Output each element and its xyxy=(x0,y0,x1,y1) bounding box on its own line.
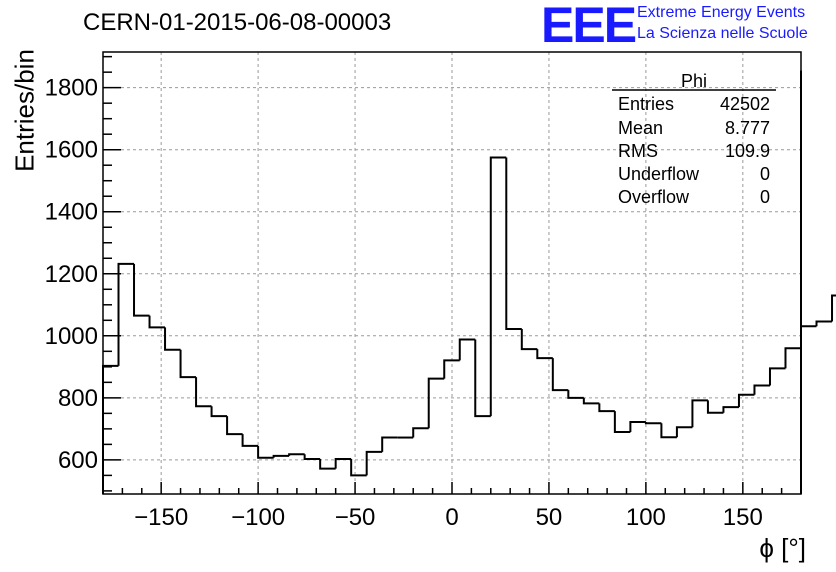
histogram-bin xyxy=(675,426,693,438)
histogram-bin xyxy=(598,403,615,413)
stats-key: Entries xyxy=(618,94,675,114)
histogram-bin xyxy=(412,427,429,438)
x-tick-label: −50 xyxy=(335,504,376,531)
histogram-bin xyxy=(148,315,166,329)
histogram-bin xyxy=(505,157,522,330)
histogram-bin xyxy=(474,339,491,418)
histogram-bin xyxy=(737,393,755,408)
histogram-bin xyxy=(520,328,538,351)
histogram-bin xyxy=(133,263,150,317)
y-tick-label: 600 xyxy=(58,447,98,474)
eee-logo: EEE xyxy=(541,0,637,53)
x-tick-label: 0 xyxy=(445,504,458,531)
stats-key: Overflow xyxy=(618,187,690,207)
stats-key: Mean xyxy=(618,118,664,138)
stats-box-title: Phi xyxy=(680,71,707,91)
histogram-bin xyxy=(551,358,569,392)
histogram-bin xyxy=(443,359,460,379)
stats-key: Underflow xyxy=(618,164,700,184)
histogram-bin xyxy=(117,262,135,366)
x-axis-label: ϕ [°] xyxy=(759,533,806,563)
x-tick-label: 50 xyxy=(536,504,563,531)
histogram-bin xyxy=(815,320,833,327)
histogram-bin xyxy=(784,347,801,369)
grid-lines xyxy=(103,52,801,494)
histogram-bin xyxy=(660,423,677,439)
histogram-bin xyxy=(489,156,507,417)
histogram-bin xyxy=(706,400,724,414)
y-tick-label: 1200 xyxy=(45,261,98,288)
histogram-bin xyxy=(427,377,445,429)
stats-key: RMS xyxy=(618,141,658,161)
histogram-bin xyxy=(458,338,476,361)
histogram-bin xyxy=(582,397,600,405)
histogram-bin xyxy=(210,406,228,418)
y-tick-label: 1600 xyxy=(45,137,98,164)
histogram-bin xyxy=(303,454,321,460)
histogram-bin xyxy=(179,349,197,379)
x-tick-label: −100 xyxy=(231,504,285,531)
histogram-bin xyxy=(272,454,290,458)
histogram-bin xyxy=(381,436,398,452)
logo-line-1: Extreme Energy Events xyxy=(637,4,806,21)
histogram-bin xyxy=(831,294,836,322)
histogram-bin xyxy=(164,327,181,351)
stats-value: 42502 xyxy=(719,94,770,114)
histogram-bin xyxy=(567,390,584,399)
x-tick-label: −150 xyxy=(134,504,188,531)
y-axis-label: Entries/bin xyxy=(9,49,40,172)
histogram-bin xyxy=(319,458,336,470)
stats-value: 0 xyxy=(759,187,770,207)
stats-value: 109.9 xyxy=(724,141,770,161)
x-tick-label: 150 xyxy=(723,504,763,531)
histogram-bin xyxy=(536,349,553,360)
histogram-bin xyxy=(365,450,383,476)
histogram-bin xyxy=(288,453,305,456)
y-tick-label: 1400 xyxy=(45,199,98,226)
histogram-bin xyxy=(800,325,817,349)
histogram-bin xyxy=(226,416,243,436)
y-tick-label: 800 xyxy=(58,385,98,412)
y-tick-label: 1800 xyxy=(45,75,98,102)
histogram-bin xyxy=(691,399,708,428)
stats-value: 8.777 xyxy=(724,118,770,138)
x-axis: −150 −100 −50 0 50 100 150 xyxy=(102,482,802,531)
histogram-bin xyxy=(629,421,646,432)
y-tick-label: 1000 xyxy=(45,323,98,350)
logo-line-2: La Scienza nelle Scuole xyxy=(637,25,808,42)
histogram-bin xyxy=(241,434,259,447)
histogram-bin xyxy=(257,445,274,459)
histogram-bin xyxy=(613,411,631,433)
stats-value: 0 xyxy=(759,164,770,184)
histogram-bin xyxy=(644,422,662,425)
histogram-bin xyxy=(722,406,739,413)
histogram-bin xyxy=(195,377,212,408)
histogram-bin xyxy=(350,458,367,477)
y-axis: 600 800 1000 1200 1400 1600 1800 xyxy=(45,55,121,492)
chart-title: CERN-01-2015-06-08-00003 xyxy=(83,9,392,36)
histogram-bin xyxy=(753,384,770,395)
x-tick-label: 100 xyxy=(626,504,666,531)
histogram-bin xyxy=(768,367,786,386)
histogram-bin xyxy=(334,457,352,469)
